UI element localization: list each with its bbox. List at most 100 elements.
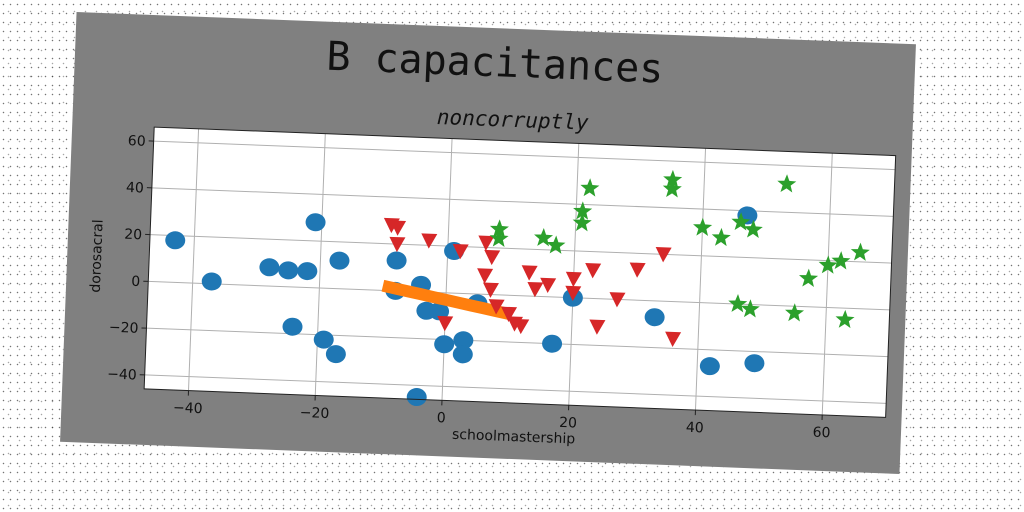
y-axis-label: dorosacral xyxy=(88,219,107,293)
green-star-point xyxy=(850,242,870,261)
x-grid-line xyxy=(314,133,326,396)
green-star-point xyxy=(489,219,509,238)
x-tick-label: 20 xyxy=(559,415,577,432)
chart-subtitle: noncorruptly xyxy=(436,105,589,135)
grid-lines xyxy=(144,128,896,415)
y-grid-line xyxy=(150,234,892,264)
red-triangle-point xyxy=(665,331,682,347)
red-triangle-point xyxy=(589,319,606,335)
blue-circle-point xyxy=(644,308,665,327)
red-triangle-point xyxy=(452,243,469,260)
axis-ticks: −40 −20 0 20 40 60 −40 −20 0 20 40 60 xyxy=(107,133,831,442)
red-triangle-point xyxy=(478,235,495,251)
green-star-point xyxy=(777,174,797,193)
blue-circle-point xyxy=(453,331,474,350)
blue-circle-point xyxy=(325,345,346,364)
blue-circle-point xyxy=(542,334,563,353)
chart-title: B capacitances xyxy=(326,34,665,93)
green-star-point xyxy=(580,178,600,197)
plot-area xyxy=(144,127,896,418)
blue-circle-point xyxy=(313,330,334,349)
red-triangle-point xyxy=(629,262,646,278)
plot-frame xyxy=(143,126,897,418)
red-triangle-point xyxy=(540,277,557,294)
green-star-point xyxy=(489,228,509,247)
green-star-point xyxy=(546,235,566,254)
figure-panel: B capacitances noncorruptly −40 −20 0 20 40 6… xyxy=(60,12,916,474)
blue-circle-point xyxy=(744,354,765,373)
green-star-point xyxy=(798,268,819,287)
red-triangle-point xyxy=(565,271,582,288)
blue-circle-point xyxy=(297,262,318,281)
red-triangle-point xyxy=(501,306,518,322)
y-grid-line xyxy=(148,280,890,311)
y-tick-label: 40 xyxy=(126,180,144,197)
x-grid-line xyxy=(188,128,200,391)
x-tick-label: 0 xyxy=(437,410,447,426)
green-star-point xyxy=(740,299,760,318)
data-marks xyxy=(165,169,870,407)
x-axis-label: schoolmastership xyxy=(452,427,576,448)
red-triangle-point xyxy=(488,299,505,315)
y-tick-label: 60 xyxy=(128,133,146,150)
orange-line-series xyxy=(381,279,511,320)
blue-circle-point xyxy=(305,213,326,232)
y-tick-label: −40 xyxy=(107,366,137,383)
green-star-point xyxy=(835,309,855,329)
green-star-point xyxy=(573,201,593,220)
red-triangle-point xyxy=(421,233,438,249)
blue-circle-point xyxy=(429,302,450,321)
y-grid-line xyxy=(151,187,894,217)
blue-circle-point xyxy=(282,317,303,336)
x-tick-label: −20 xyxy=(299,405,329,422)
red-triangle-point xyxy=(513,318,530,335)
green-star-point xyxy=(662,179,682,198)
red-triangle-point xyxy=(437,315,454,332)
blue-circle-point xyxy=(406,388,427,407)
y-tick-label: 20 xyxy=(124,227,142,244)
green-star-point xyxy=(743,219,763,238)
x-tick-label: 40 xyxy=(686,420,704,437)
red-triangle-point xyxy=(655,247,672,263)
blue-circle-point xyxy=(386,251,407,270)
blue-circle-point xyxy=(201,272,222,291)
red-triangle-point xyxy=(521,265,538,281)
blue-circle-point xyxy=(278,261,299,280)
red-triangle-point xyxy=(389,236,406,253)
blue-circle-point xyxy=(434,335,455,354)
y-grid-line xyxy=(146,327,888,358)
x-tick-label: 60 xyxy=(812,425,830,442)
green-star-point xyxy=(663,169,683,189)
green-star-point xyxy=(785,303,805,322)
green-star-point xyxy=(831,251,851,270)
green-star-point xyxy=(818,255,838,274)
x-grid-line xyxy=(441,138,453,401)
green-star-point xyxy=(534,228,554,247)
scatter-chart: B capacitances noncorruptly −40 −20 0 20 40 6… xyxy=(88,34,897,448)
blue-circle-point xyxy=(259,258,280,277)
green-star-point xyxy=(711,227,731,247)
green-star-point xyxy=(693,217,713,237)
blue-circle-point xyxy=(699,357,720,376)
red-triangle-point xyxy=(585,263,602,279)
x-tick-label: −40 xyxy=(173,400,203,417)
y-grid-line xyxy=(144,374,887,404)
blue-circle-point xyxy=(329,251,350,270)
y-grid-line xyxy=(153,140,896,171)
blue-circle-point xyxy=(165,231,186,250)
x-grid-line xyxy=(694,148,707,411)
green-star-point xyxy=(731,212,751,231)
red-triangle-point xyxy=(565,285,582,301)
green-star-point xyxy=(572,213,592,232)
y-tick-label: −20 xyxy=(109,320,139,337)
red-triangle-point xyxy=(609,292,626,308)
x-grid-line xyxy=(821,153,833,415)
red-triangle-point xyxy=(390,220,407,236)
green-star-point xyxy=(728,294,748,313)
blue-circle-point xyxy=(452,345,473,364)
red-triangle-point xyxy=(477,268,494,284)
red-triangle-point xyxy=(484,249,501,266)
red-triangle-point xyxy=(482,282,499,298)
red-triangle-point xyxy=(527,281,544,298)
y-tick-label: 0 xyxy=(131,274,141,290)
